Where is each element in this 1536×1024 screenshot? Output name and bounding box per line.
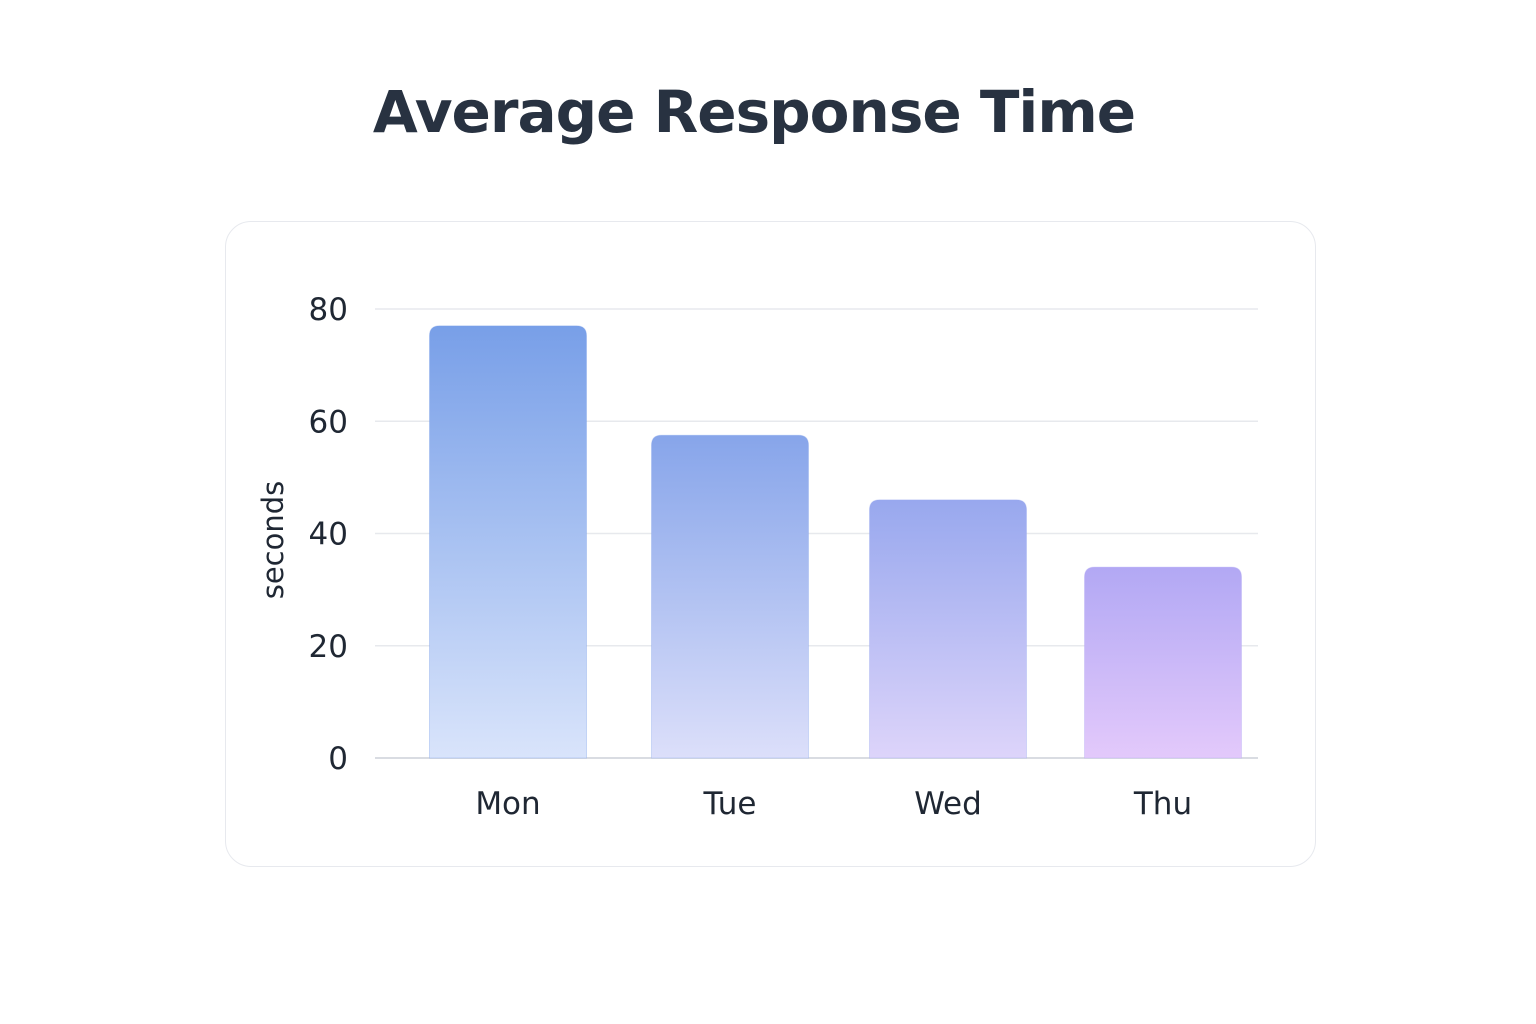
x-tick-label: Thu [1133, 786, 1192, 822]
y-tick-label: 0 [328, 741, 348, 777]
y-tick-label: 40 [309, 517, 348, 553]
y-axis-label: seconds [256, 481, 290, 600]
bars [429, 325, 1242, 759]
x-tick-label: Tue [703, 786, 757, 822]
y-axis-ticks: 0 20 40 60 80 [309, 292, 348, 777]
bar-wed [869, 499, 1027, 759]
bar-mon [429, 325, 587, 759]
x-tick-label: Wed [914, 786, 982, 822]
y-tick-label: 60 [309, 404, 348, 440]
y-tick-label: 80 [309, 292, 348, 328]
x-tick-label: Mon [475, 786, 540, 822]
y-tick-label: 20 [309, 629, 348, 665]
x-axis-ticks: Mon Tue Wed Thu [475, 786, 1192, 822]
bar-tue [651, 434, 809, 759]
chart-title: Average Response Time [372, 78, 1136, 146]
bar-thu [1084, 566, 1242, 759]
